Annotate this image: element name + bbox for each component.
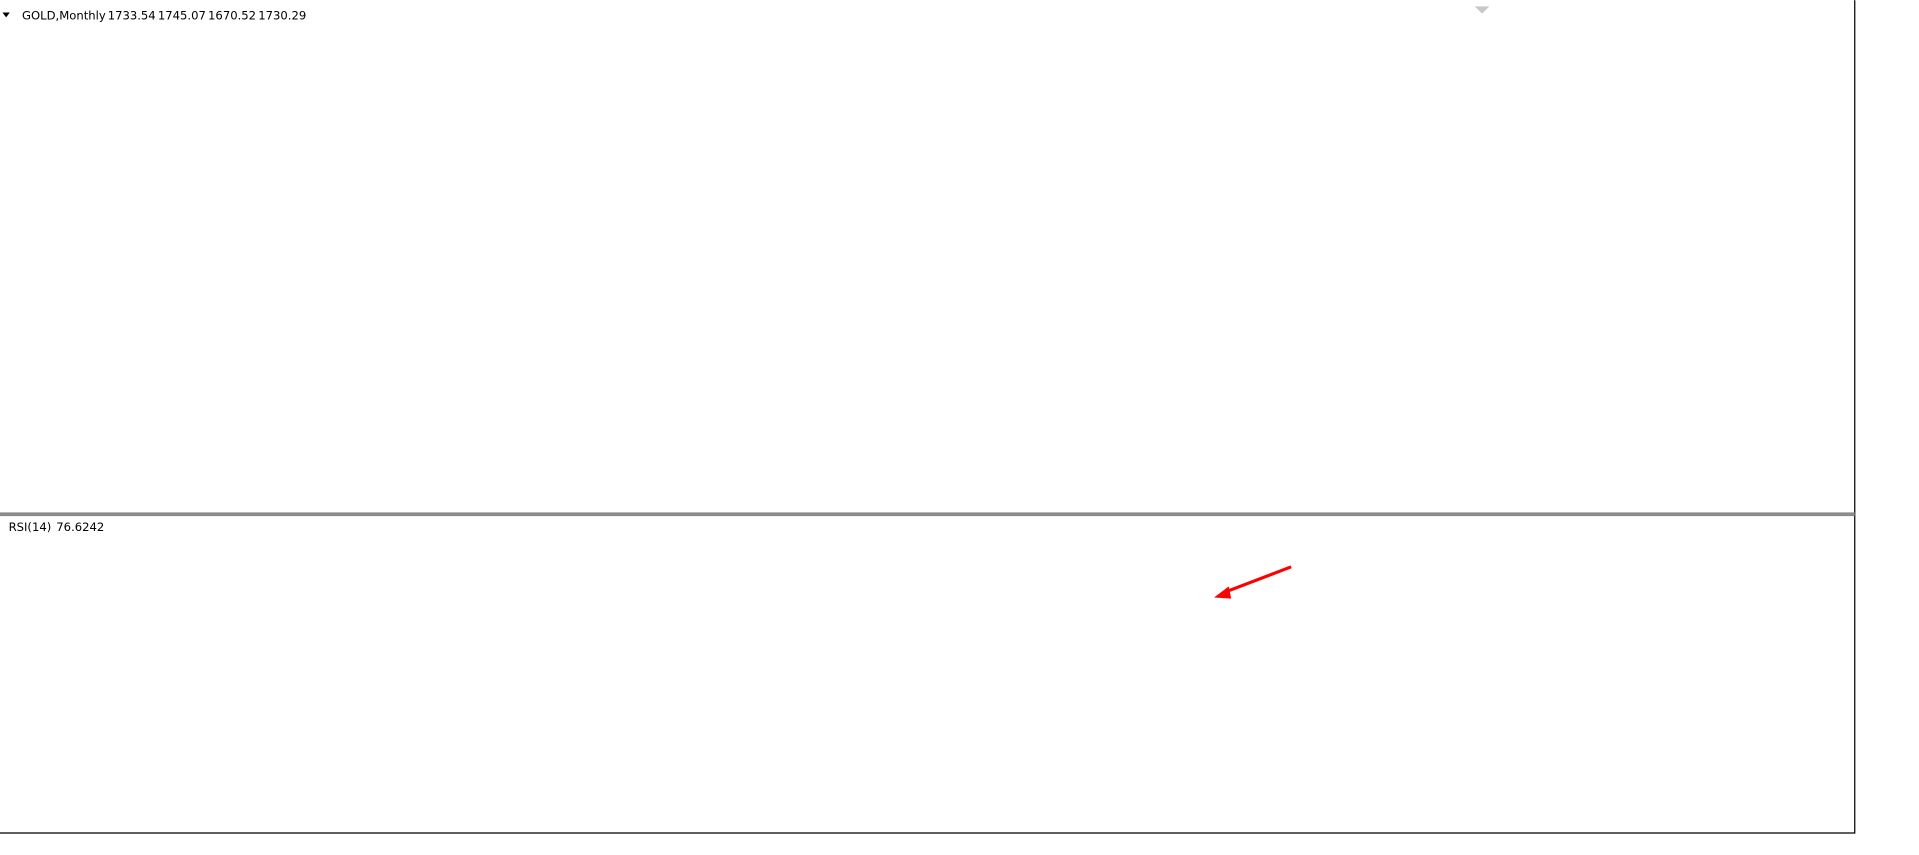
annotation-arrow-head [1214,586,1232,599]
open-value: 1733.54 [108,9,156,23]
annotation-arrow-shaft [1223,565,1292,594]
low-value: 1670.52 [208,9,256,23]
high-value: 1745.07 [158,9,206,23]
chart-title: GOLD,Monthly [22,9,106,23]
menu-triangle [2,12,10,18]
close-value: 1730.29 [258,9,306,23]
indicator-value: 76.6242 [56,520,104,534]
indicator-name: RSI(14) [9,520,52,534]
chart-shift-marker [1474,6,1490,14]
